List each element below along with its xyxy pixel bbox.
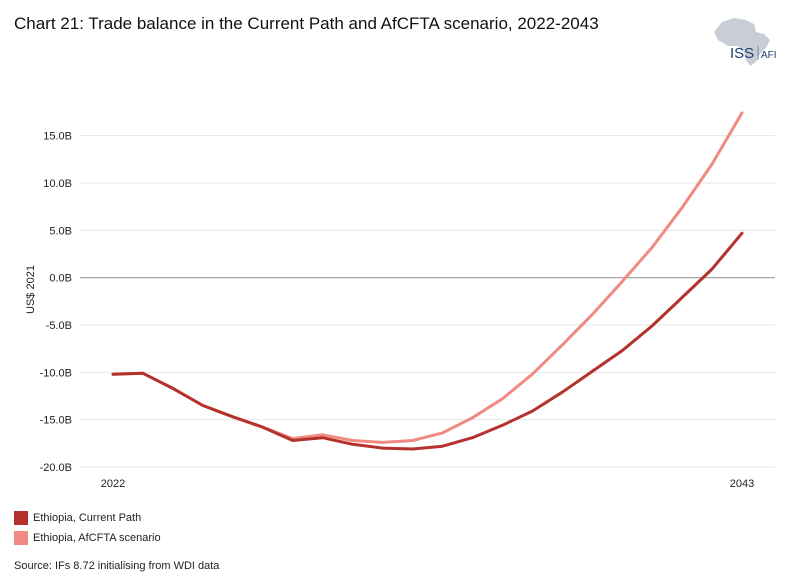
legend-label-afcfta: Ethiopia, AfCFTA scenario bbox=[33, 532, 161, 544]
source-note: Source: IFs 8.72 initialising from WDI d… bbox=[14, 560, 220, 572]
legend: Ethiopia, Current Path Ethiopia, AfCFTA … bbox=[14, 508, 161, 548]
legend-item-afcfta: Ethiopia, AfCFTA scenario bbox=[14, 528, 161, 548]
y-axis-label: US$ 2021 bbox=[25, 265, 37, 314]
africa-map-icon bbox=[714, 18, 770, 66]
legend-swatch-afcfta bbox=[14, 531, 28, 545]
y-tick-label: 5.0B bbox=[49, 225, 72, 237]
legend-item-current-path: Ethiopia, Current Path bbox=[14, 508, 161, 528]
chart-title: Chart 21: Trade balance in the Current P… bbox=[14, 14, 599, 33]
x-tick-label: 2022 bbox=[101, 478, 125, 490]
y-tick-label: -15.0B bbox=[40, 415, 72, 427]
series-line-current-path bbox=[111, 231, 744, 451]
y-tick-label: -10.0B bbox=[40, 367, 72, 379]
x-axis-ticks: 2022 2043 bbox=[101, 478, 754, 490]
grid-lines bbox=[80, 135, 775, 468]
y-tick-label: 0.0B bbox=[49, 273, 72, 285]
y-tick-label: 10.0B bbox=[43, 178, 72, 190]
y-tick-label: -20.0B bbox=[40, 462, 72, 474]
y-tick-label: -5.0B bbox=[46, 320, 72, 332]
y-tick-label: 15.0B bbox=[43, 131, 72, 143]
x-tick-label: 2043 bbox=[730, 478, 754, 490]
legend-label-current-path: Ethiopia, Current Path bbox=[33, 512, 142, 524]
iss-afi-logo: ISS AFI bbox=[714, 18, 776, 66]
logo-text-sub: AFI bbox=[761, 50, 776, 61]
logo-text-main: ISS bbox=[730, 45, 754, 62]
y-axis-ticks: 15.0B 10.0B 5.0B 0.0B -5.0B -10.0B -15.0B -20.0… bbox=[40, 131, 72, 474]
legend-swatch-current-path bbox=[14, 511, 28, 525]
series-lines bbox=[111, 111, 744, 451]
line-chart: 15.0B 10.0B 5.0B 0.0B -5.0B -10.0B -15.0B -20.0… bbox=[25, 111, 775, 490]
